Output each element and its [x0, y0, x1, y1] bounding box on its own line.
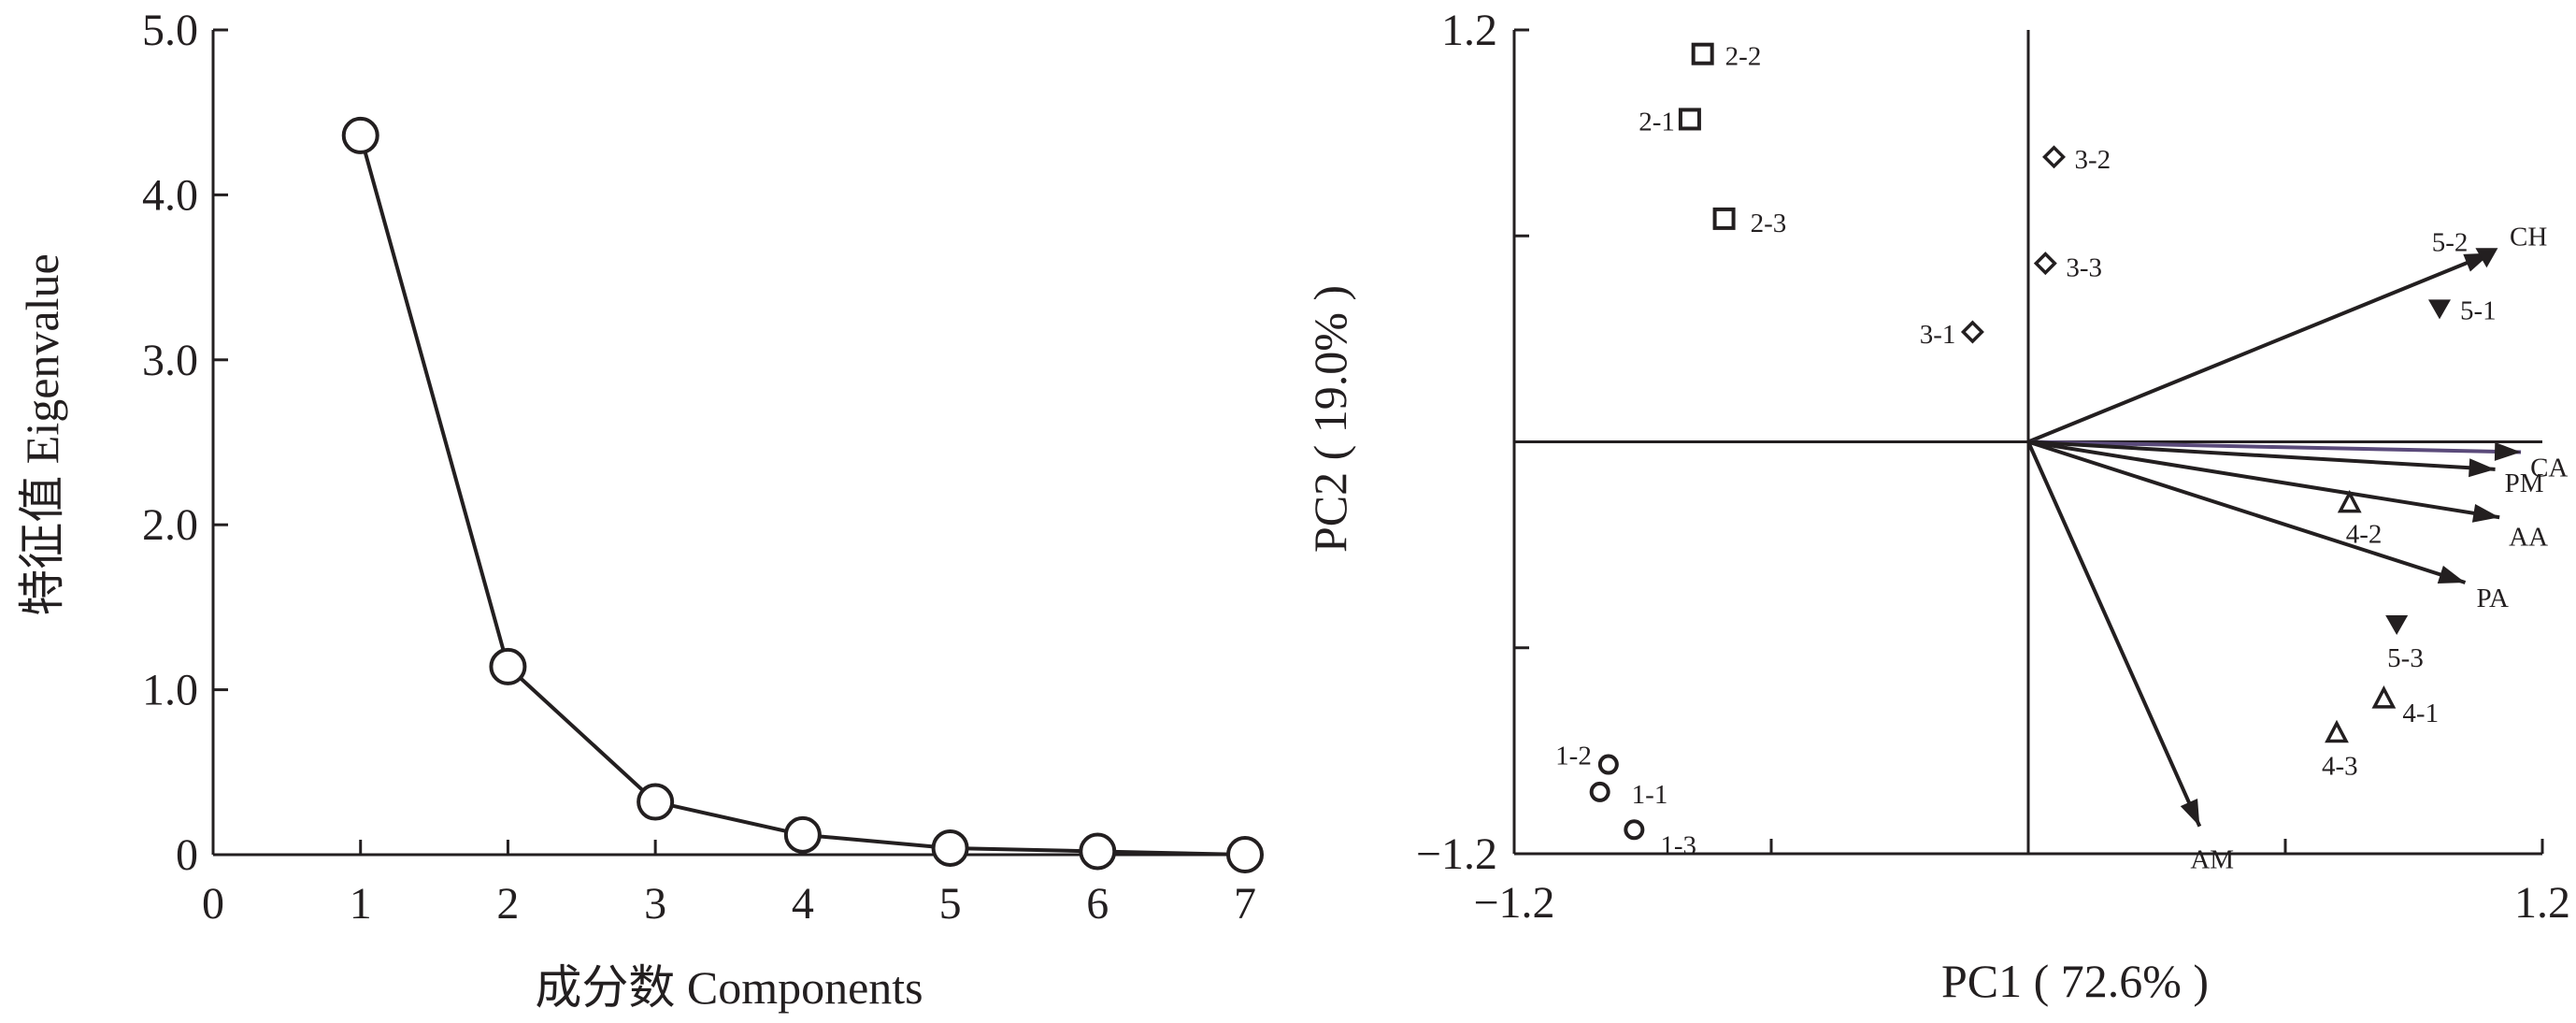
- scree-x-tick-label: 2: [496, 879, 519, 929]
- point-4-1-label: 4-1: [2402, 699, 2439, 728]
- loading-label-ca: CA: [2530, 454, 2568, 483]
- loading-label-aa: AA: [2509, 522, 2548, 552]
- point-2-2: [1691, 42, 1714, 65]
- point-4-2-label: 4-2: [2346, 520, 2383, 550]
- scree-x-axis-title: 成分数 Components: [535, 961, 923, 1014]
- loading-arrow-pm: [2027, 439, 2496, 471]
- loading-arrow-ca: [2027, 439, 2522, 454]
- loading-label-pm: PM: [2505, 468, 2544, 498]
- scree-x-tick-label: 5: [939, 879, 962, 929]
- scree-point: [341, 116, 379, 154]
- loading-arrow-pa: [2027, 439, 2467, 584]
- pca-biplot: 1.2 −1.2−1.2 1.2 PC1 ( 72.6% ) PC2 ( 19.0%…: [1304, 6, 2570, 1007]
- loading-arrow-aa: [2027, 439, 2500, 520]
- biplot-axes: 1.2 −1.2−1.2 1.2: [1416, 6, 2570, 928]
- scree-point: [783, 815, 822, 854]
- point-2-1: [1678, 108, 1701, 131]
- point-4-3: [2325, 719, 2349, 743]
- scree-point: [489, 647, 527, 685]
- scree-series: [341, 116, 1264, 873]
- point-1-1: [1589, 781, 1610, 802]
- scree-x-tick-label: 1: [350, 879, 372, 929]
- biplot-y-axis-title: PC2 ( 19.0% ): [1304, 285, 1356, 553]
- scree-line: [358, 135, 1246, 857]
- scree-x-tick-label: 6: [1086, 879, 1109, 929]
- scree-y-tick-label: 3.0: [142, 336, 198, 385]
- loading-label-ch: CH: [2510, 223, 2547, 252]
- biplot-y-tick-label: 1.2: [1441, 6, 1497, 55]
- point-3-3-label: 3-3: [2066, 253, 2102, 283]
- point-1-3-label: 1-3: [1660, 830, 1696, 860]
- scree-x-tick-label: 4: [792, 879, 814, 929]
- loading-arrowhead-aa: [2471, 503, 2500, 523]
- biplot-y-tick-label: −1.2: [1416, 829, 1497, 879]
- scree-axes: 0 1.0 2.0 3.0 4.0 5.0 0 1 2 3 4 5 6 7: [142, 6, 1256, 929]
- point-3-2-label: 3-2: [2075, 145, 2111, 175]
- scree-y-axis-title: 特征值 Eigenvalue: [16, 253, 68, 615]
- point-3-1-label: 3-1: [1920, 320, 1956, 350]
- point-2-2-label: 2-2: [1725, 42, 1762, 72]
- point-3-1: [1960, 320, 1984, 344]
- scree-y-tick-label: 1.0: [142, 666, 198, 715]
- point-5-1-label: 5-1: [2460, 295, 2497, 325]
- scree-x-tick-label: 7: [1234, 879, 1256, 929]
- point-5-3-label: 5-3: [2387, 643, 2424, 673]
- point-1-2-label: 1-2: [1555, 742, 1592, 771]
- scree-x-tick-label: 0: [202, 879, 224, 929]
- point-5-2: [2475, 248, 2498, 268]
- scree-point: [1226, 836, 1264, 873]
- point-5-3: [2385, 615, 2409, 636]
- scree-x-tick-label: 3: [644, 879, 666, 929]
- loading-arrow-am: [2026, 440, 2202, 828]
- point-1-3: [1624, 819, 1645, 841]
- scree-y-tick-label: 4.0: [142, 170, 198, 220]
- point-5-1: [2428, 299, 2451, 320]
- scree-point: [931, 828, 969, 867]
- point-5-2-label: 5-2: [2432, 227, 2469, 257]
- point-4-2: [2337, 489, 2362, 513]
- loading-label-pa: PA: [2477, 584, 2509, 613]
- scree-point: [1079, 832, 1117, 871]
- loading-arrowhead-pm: [2469, 458, 2496, 478]
- loading-arrowhead-pa: [2437, 565, 2466, 584]
- point-3-3: [2033, 252, 2057, 276]
- point-2-1-label: 2-1: [1639, 107, 1675, 137]
- scree-y-tick-label: 0: [176, 830, 198, 880]
- biplot-x-tick-label: −1.2: [1473, 878, 1554, 928]
- loading-label-am: AM: [2190, 845, 2234, 875]
- scree-point: [637, 783, 675, 821]
- scree-y-tick-label: 5.0: [142, 6, 198, 55]
- point-2-3: [1712, 207, 1736, 230]
- point-4-3-label: 4-3: [2322, 752, 2358, 782]
- scree-y-tick-label: 2.0: [142, 500, 198, 550]
- point-1-1-label: 1-1: [1632, 780, 1668, 810]
- loading-arrowhead-am: [2180, 798, 2200, 827]
- point-1-2: [1597, 754, 1619, 775]
- point-4-1: [2371, 685, 2397, 709]
- biplot-x-axis-title: PC1 ( 72.6% ): [1941, 955, 2209, 1007]
- loading-arrow-ch: [2027, 251, 2492, 444]
- point-3-2: [2042, 145, 2066, 169]
- sample-points: 1-1 1-2 1-3 2-1 2-2 2-3 3-1 3-2 3-3 4-1 4-2 4-3 5-1 5…: [1555, 42, 2498, 860]
- scree-plot: 01.02.03.04.05.00 1 2 3 4 5 6 7 特征值 Eigenvalue …: [16, 6, 1264, 1014]
- biplot-x-tick-label: 1.2: [2514, 878, 2570, 928]
- loading-arrowhead-ca: [2494, 441, 2522, 461]
- point-2-3-label: 2-3: [1751, 209, 1787, 238]
